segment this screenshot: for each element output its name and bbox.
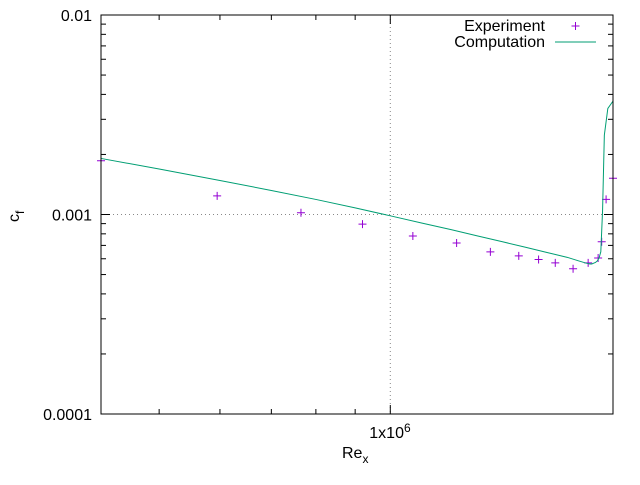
y-tick-label: 0.01	[61, 8, 92, 25]
experiment-point	[358, 220, 367, 229]
experiment-point	[602, 195, 611, 204]
experiment-point	[296, 208, 305, 217]
computation-line	[100, 100, 614, 265]
legend-swatch-experiment	[571, 22, 580, 30]
series-layer	[97, 100, 617, 273]
experiment-point	[514, 251, 523, 260]
grid-layer	[101, 15, 613, 414]
y-tick-label: 0.0001	[43, 407, 92, 424]
x-axis-label-subscript: x	[362, 452, 368, 466]
experiment-point	[551, 258, 560, 267]
y-axis-label: cf	[6, 210, 27, 222]
legend-label-computation: Computation	[454, 34, 545, 51]
plot-frame	[100, 14, 614, 415]
legend-label-experiment: Experiment	[464, 18, 545, 35]
experiment-point	[534, 255, 543, 264]
experiment-point	[594, 254, 603, 263]
experiment-point	[452, 238, 461, 247]
experiment-point	[486, 247, 495, 256]
x-tick-label: 1x106	[369, 421, 411, 442]
x-axis-label: Rex	[342, 445, 368, 466]
y-axis-label-subscript: f	[13, 210, 27, 214]
experiment-point	[408, 232, 417, 241]
x-tick-label-exponent: 6	[404, 421, 411, 435]
experiment-point	[569, 264, 578, 273]
experiment-point	[213, 191, 222, 200]
y-tick-label: 0.001	[52, 208, 92, 225]
